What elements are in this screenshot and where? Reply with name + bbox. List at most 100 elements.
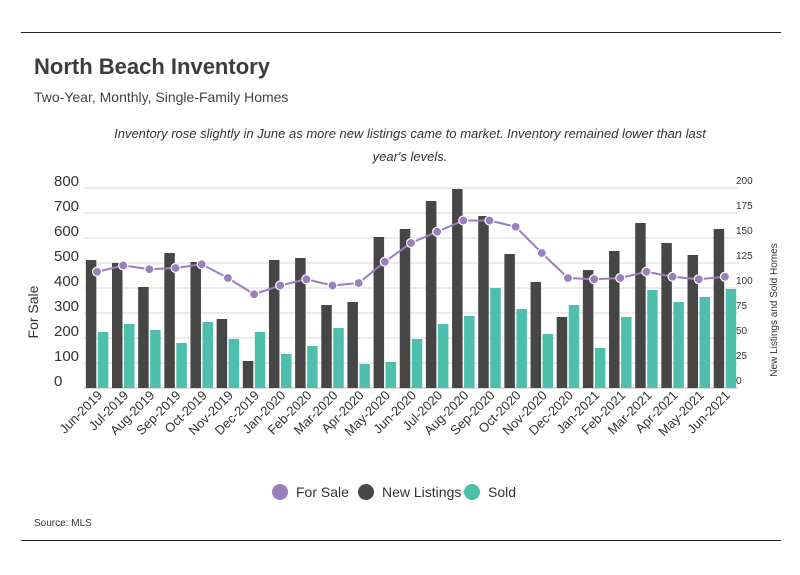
left-tick-label: 600: [54, 223, 79, 240]
for-sale-point: [562, 272, 574, 284]
new-listings-bar: [609, 251, 620, 388]
sold-bar: [568, 305, 580, 388]
sold-bar: [333, 328, 344, 388]
right-tick-label: 0: [736, 376, 742, 387]
sold-bar: [123, 324, 135, 388]
sold-bar: [97, 332, 109, 388]
right-axis-ticks: 0 25 50 75 100 125 150 175 200: [736, 176, 753, 387]
for-sale-point: [484, 215, 495, 226]
new-listings-bar: [556, 317, 568, 388]
for-sale-point: [118, 260, 129, 271]
new-listings-bar: [425, 201, 437, 388]
left-axis-label: For Sale: [25, 285, 41, 338]
sold-bar: [647, 290, 658, 388]
sold-bar: [699, 297, 711, 388]
for-sale-point: [667, 271, 678, 282]
sold-bar: [150, 330, 161, 388]
chart-subtitle: Two-Year, Monthly, Single-Family Homes: [34, 89, 289, 105]
for-sale-point: [693, 274, 704, 285]
left-tick-label: 100: [54, 348, 79, 365]
for-sale-point: [353, 277, 364, 289]
right-tick-label: 200: [736, 176, 753, 187]
sold-bar: [411, 339, 423, 388]
right-tick-label: 25: [736, 351, 748, 362]
new-listings-bar: [164, 253, 175, 388]
for-sale-point: [248, 289, 260, 300]
right-tick-label: 75: [736, 301, 748, 312]
for-sale-point: [458, 215, 469, 226]
sold-bar: [280, 354, 292, 388]
chart-title: North Beach Inventory: [34, 54, 270, 79]
sold-bar: [490, 288, 501, 388]
new-listings-bar: [347, 302, 358, 388]
left-tick-label: 800: [54, 173, 79, 190]
right-tick-label: 125: [736, 251, 753, 262]
legend-label: New Listings: [382, 484, 461, 500]
for-sale-point: [641, 266, 652, 277]
new-listings-bar: [661, 243, 672, 388]
right-tick-label: 100: [736, 276, 753, 287]
new-listings-bar: [582, 270, 594, 388]
chart-annotation: Inventory rose slightly in June as more …: [114, 126, 706, 164]
new-listings-bar: [242, 361, 254, 388]
for-sale-point: [144, 264, 155, 275]
left-tick-label: 700: [54, 198, 79, 215]
legend-swatch: [272, 484, 288, 500]
new-listings-bar: [321, 305, 332, 388]
sold-bar: [385, 362, 397, 388]
sold-bar: [542, 334, 554, 388]
new-listings-bar: [111, 263, 123, 388]
for-sale-point: [589, 274, 600, 285]
left-tick-label: 400: [54, 273, 79, 290]
source-note: Source: MLS: [34, 518, 92, 529]
new-listings-bar: [399, 229, 411, 388]
sold-bar: [437, 324, 449, 388]
for-sale-point: [91, 266, 103, 277]
for-sale-point: [510, 221, 521, 232]
left-axis-ticks: 0 100 200 300 400 500 600 700 800: [54, 173, 79, 390]
for-sale-point: [615, 272, 626, 284]
for-sale-point: [379, 256, 390, 267]
sold-bar: [176, 343, 187, 388]
new-listings-bar: [216, 319, 228, 388]
sold-bar: [254, 332, 266, 388]
legend-label: For Sale: [296, 484, 349, 500]
bottom-rule: [21, 540, 781, 541]
sold-bar: [516, 309, 527, 388]
sold-bar: [594, 348, 606, 388]
right-tick-label: 175: [736, 201, 753, 212]
new-listings-bar: [138, 287, 149, 388]
new-listings-bar: [478, 216, 489, 388]
sold-bar: [202, 322, 213, 388]
sold-bar: [725, 289, 737, 388]
for-sale-point: [719, 271, 731, 282]
bars: [85, 189, 737, 388]
legend: For Sale New Listings Sold: [272, 484, 516, 500]
left-tick-label: 500: [54, 248, 79, 265]
new-listings-bar: [713, 229, 725, 388]
legend-label: Sold: [488, 484, 516, 500]
left-tick-label: 300: [54, 298, 79, 315]
new-listings-bar: [687, 255, 699, 388]
new-listings-bar: [504, 254, 515, 388]
sold-bar: [359, 364, 370, 388]
for-sale-point: [275, 280, 286, 291]
new-listings-bar: [295, 258, 306, 388]
sold-bar: [307, 346, 318, 388]
new-listings-bar: [373, 237, 385, 388]
for-sale-point: [222, 272, 233, 284]
for-sale-point: [170, 262, 181, 274]
new-listings-bar: [85, 260, 97, 388]
legend-swatch: [358, 484, 374, 500]
new-listings-bar: [635, 223, 646, 388]
new-listings-bar: [452, 189, 463, 388]
for-sale-point: [432, 226, 443, 237]
sold-bar: [228, 339, 240, 388]
for-sale-point: [327, 280, 338, 291]
right-tick-label: 150: [736, 226, 753, 237]
left-tick-label: 200: [54, 323, 79, 340]
sold-bar: [673, 302, 684, 388]
for-sale-point: [405, 237, 417, 249]
x-axis-ticks: Jun-2019Jul-2019Aug-2019Sep-2019Oct-2019…: [56, 388, 733, 439]
